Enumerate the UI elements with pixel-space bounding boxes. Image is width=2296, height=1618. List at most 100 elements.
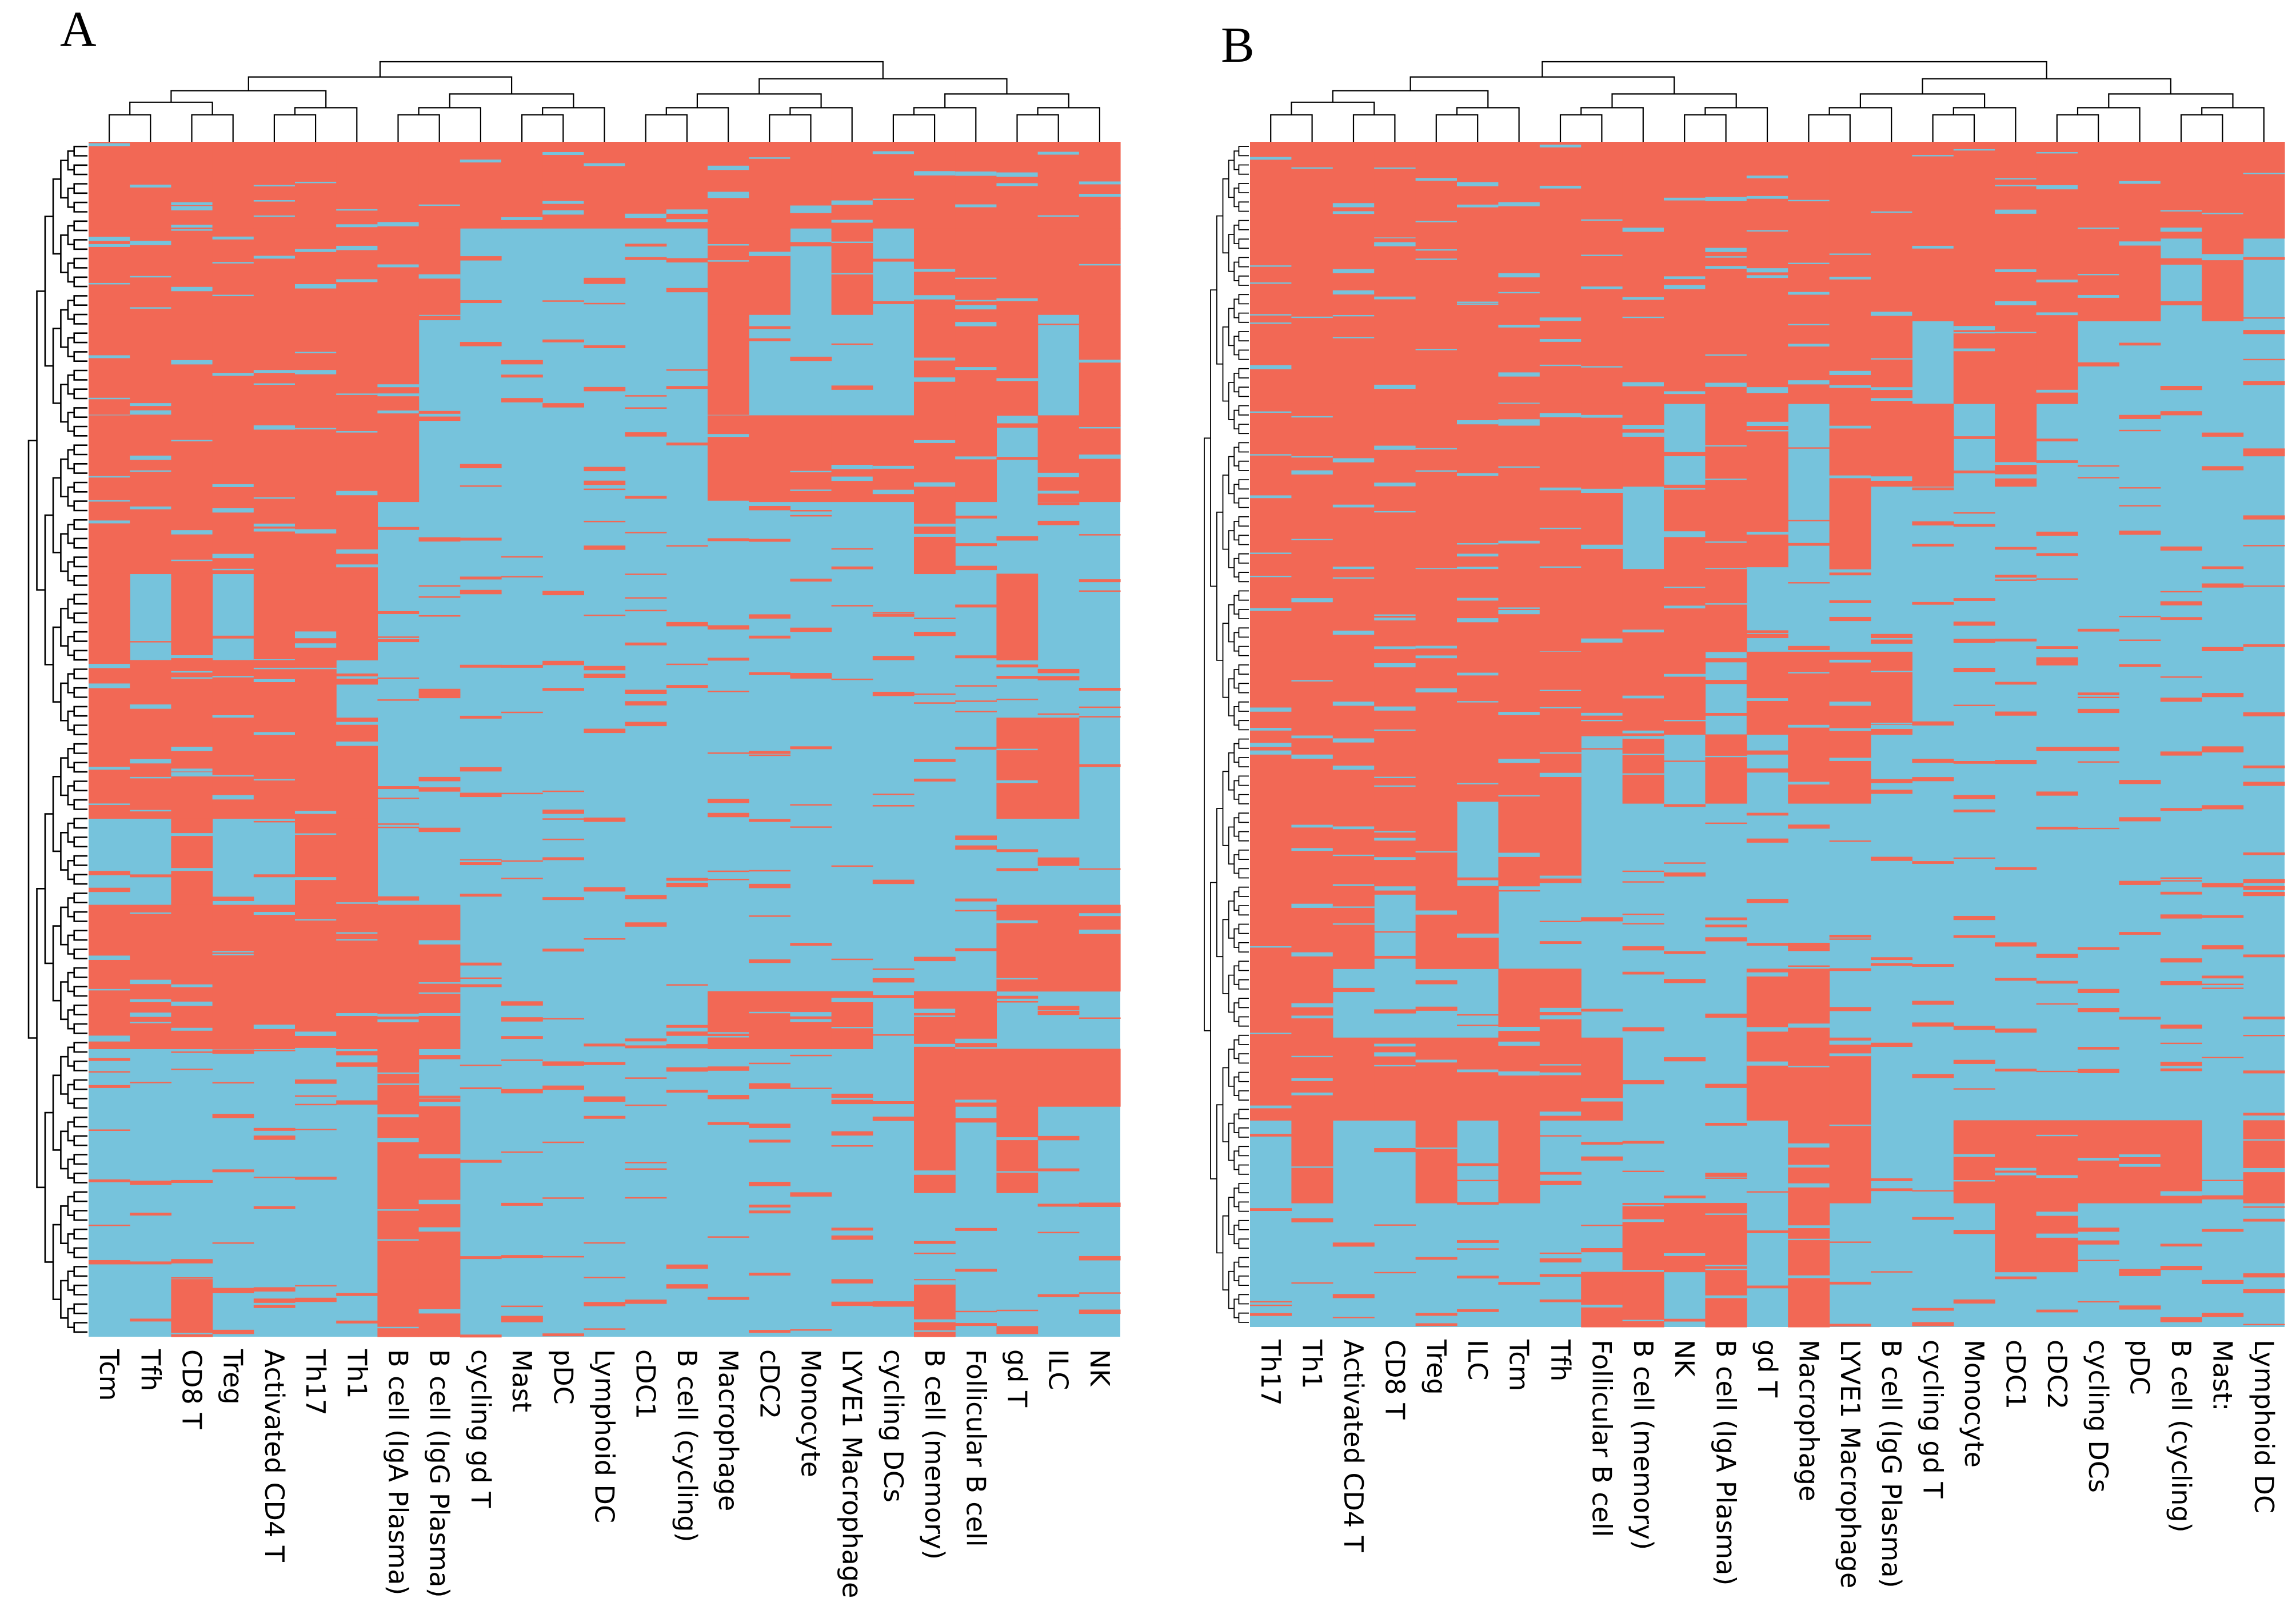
heatmap-cell-variation [2160,386,2202,390]
column-label: cycling gd T [465,1349,496,1508]
heatmap-cell-variation [1415,221,1458,222]
heatmap-cell-variation [1332,987,1375,993]
heatmap-cell-variation [1250,411,1292,413]
heatmap-cell-variation [1705,354,1747,356]
heatmap-cell-variation [1581,1305,1623,1308]
heatmap-cell [1250,803,1292,887]
heatmap-cell-variation [377,1114,420,1118]
heatmap-cell-variation [130,1261,171,1265]
heatmap-cell-variation [418,204,461,206]
heatmap-cell-variation [1498,607,1540,609]
heatmap-cell-variation [1539,877,1582,879]
heatmap-cell [1037,1049,1080,1107]
column-label: B cell (IgA Plasma) [383,1349,414,1595]
heatmap-cell-variation [130,1213,171,1216]
column-labels-b: Th17 Th1 Activated CD4 T CD8 T Treg ILC Tcm Tfh… [1255,1339,2279,1588]
heatmap-cell [89,904,130,992]
heatmap-cell [418,904,461,992]
heatmap-cell-variation [1829,938,1871,940]
heatmap-cell-variation [955,1310,997,1313]
heatmap-cell [790,415,832,503]
heatmap-cell-variation [130,307,171,309]
heatmap-cell-variation [1746,750,1788,755]
heatmap-cell [1539,403,1582,487]
heatmap-cell-variation [501,217,543,220]
heatmap-cell [1250,321,1292,404]
heatmap-cell-variation [2036,657,2078,661]
heatmap-cell-variation [1829,758,1871,761]
column-label: cDC2 [2042,1340,2073,1409]
heatmap-cell-variation [377,678,420,679]
heatmap-cell-variation [2036,1134,2078,1137]
heatmap-cell-variation [1374,1065,1416,1067]
heatmap-cell-variation [1037,472,1080,477]
heatmap-cell-variation [1374,838,1416,841]
heatmap-cell-variation [1539,1015,1582,1019]
heatmap-cell-variation [212,373,254,376]
heatmap-cell-variation [2243,585,2285,587]
heatmap-cell [1539,321,1582,404]
heatmap-cell-variation [2036,578,2078,580]
heatmap-cell-variation [1498,852,1540,856]
heatmap-cell-variation [625,1045,667,1049]
heatmap-cell [708,314,749,416]
heatmap-cell-variation [1332,906,1375,908]
heatmap-cell-variation [460,485,502,487]
heatmap-cell [1291,886,1333,969]
heatmap-cell-variation [1415,910,1458,915]
heatmap-cell [1705,142,1747,239]
heatmap-cell-variation [1705,382,1747,387]
heatmap-cell-variation [1622,754,1664,755]
heatmap-cell-variation [790,1054,832,1057]
heatmap-cell-variation [872,258,915,262]
heatmap-cell-variation [2036,553,2078,556]
heatmap-cell-variation [625,1077,667,1079]
heatmap-cell [749,991,790,1049]
heatmap-cell-variation [1498,372,1540,377]
heatmap-cell-variation [1788,1183,1830,1187]
heatmap-cell [1291,1120,1333,1203]
heatmap-cell-variation [2078,477,2119,479]
heatmap-cell-variation [2160,880,2202,882]
heatmap-cell-variation [2078,1047,2119,1050]
heatmap-cell [1995,238,2037,321]
heatmap-cell-variation [418,1099,461,1102]
heatmap-cell-variation [2119,531,2161,535]
heatmap-cell-variation [1705,713,1747,716]
heatmap-cell-variation [418,694,461,699]
heatmap-cell-variation [1457,1014,1499,1016]
heatmap-cell-variation [253,528,296,532]
heatmap-cell [295,904,337,992]
heatmap-cell-variation [212,896,254,901]
heatmap-cell-variation [790,746,832,750]
heatmap-cell-variation [295,181,337,184]
heatmap-cell [1415,1120,1458,1203]
heatmap-cell-variation [1332,567,1375,569]
column-label: B cell (cycling) [2166,1340,2197,1533]
heatmap-cell [1746,403,1788,487]
heatmap-cell [295,660,337,718]
heatmap-cell-variation [1705,924,1747,928]
heatmap-cell-variation [1622,1205,1664,1206]
heatmap-cell-variation [1332,577,1375,579]
heatmap-cell-variation [1995,185,2037,186]
heatmap-cell-variation [2243,1289,2285,1294]
heatmap-cell-variation [253,1305,296,1308]
heatmap-cell-variation [708,812,749,818]
heatmap-cell-variation [1539,527,1582,529]
heatmap-cell-variation [914,1009,956,1013]
heatmap-cell-variation [130,776,171,779]
heatmap-cell-variation [2078,1008,2119,1013]
heatmap-cell-variation [2243,879,2285,883]
heatmap-cell-variation [2160,1062,2202,1066]
heatmap-cell-variation [749,539,790,542]
heatmap-cell-variation [1622,382,1664,386]
heatmap-cell-variation [2202,805,2244,810]
heatmap-cell-variation [542,790,584,792]
heatmap-cell-variation [1788,447,1830,449]
heatmap-cell [1079,314,1121,416]
heatmap-cell-variation [831,241,873,244]
heatmap-cell-variation [1037,857,1080,862]
heatmap-cell-variation [749,157,790,159]
heatmap-cell-variation [1581,544,1623,549]
